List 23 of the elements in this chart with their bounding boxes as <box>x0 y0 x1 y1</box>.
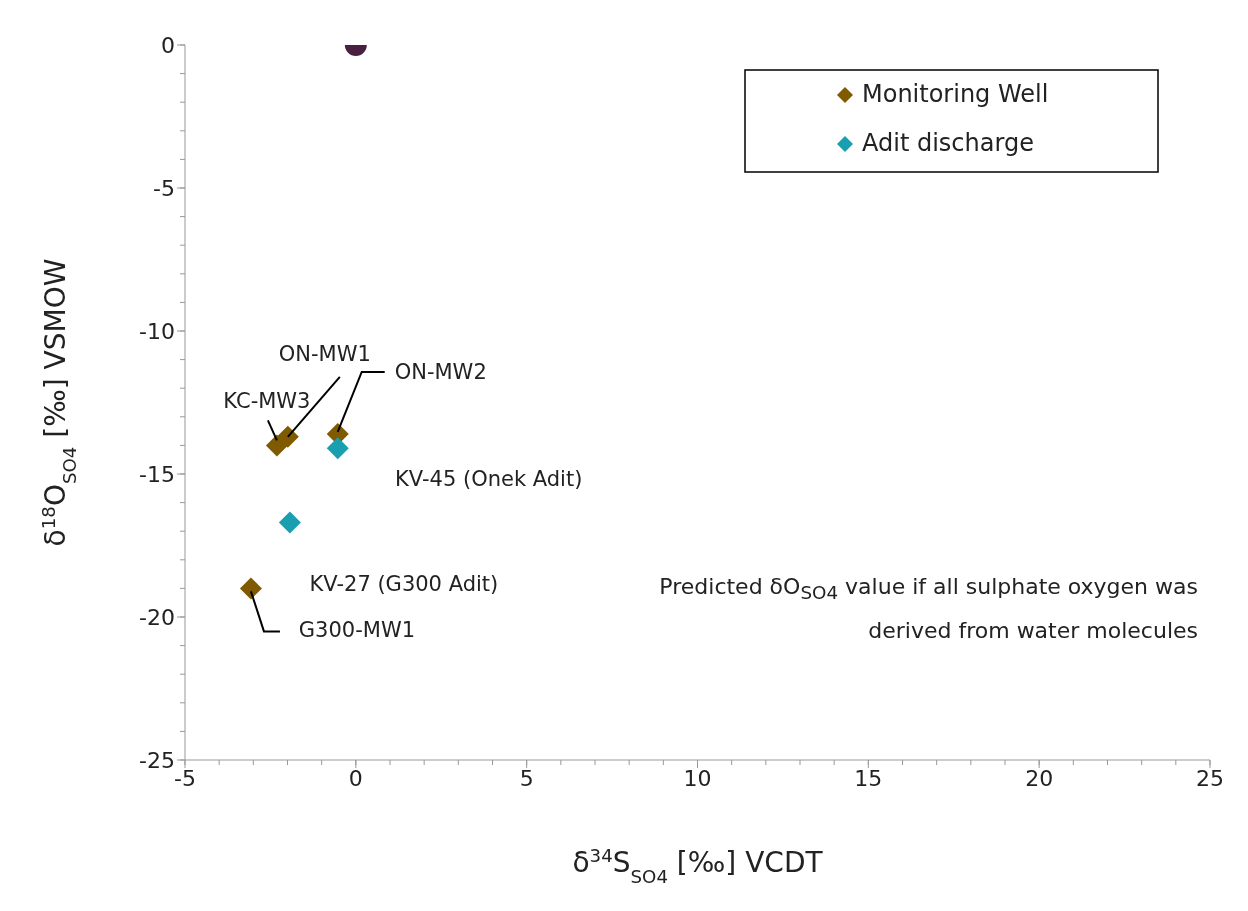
x-axis-title: δ$^{34}$S$_{SO4}$ [‰] VCDT <box>572 844 824 887</box>
x-tick-label: -5 <box>174 765 196 791</box>
x-tick-label: 0 <box>348 765 363 791</box>
y-tick-label: -20 <box>139 604 175 630</box>
y-tick-label: -15 <box>139 461 175 487</box>
y-tick-label: 0 <box>161 32 175 58</box>
annotation: G300-MW1 <box>298 618 416 643</box>
annotation: ON-MW1 <box>278 341 371 366</box>
x-tick-label: 5 <box>519 765 534 791</box>
x-tick-label: 10 <box>683 765 712 791</box>
annotation: KV-27 (G300 Adit) <box>309 571 499 596</box>
y-tick-label: -10 <box>139 318 175 344</box>
annotation: KC-MW3 <box>223 389 311 414</box>
legend-label: Monitoring Well <box>862 80 1049 108</box>
annotation: KV-45 (Onek Adit) <box>395 467 583 492</box>
y-tick-label: -25 <box>139 747 175 773</box>
legend-label: Adit discharge <box>862 129 1034 157</box>
annotation: Predicted δO$_{SO4}$ value if all sulphate oxygen was derived from water molecules <box>658 573 1198 646</box>
y-tick-label: -5 <box>153 175 175 201</box>
annotation: ON-MW2 <box>394 359 487 384</box>
x-tick-label: 20 <box>1025 765 1054 791</box>
x-tick-label: 15 <box>854 765 883 791</box>
x-tick-label: 25 <box>1196 765 1224 791</box>
